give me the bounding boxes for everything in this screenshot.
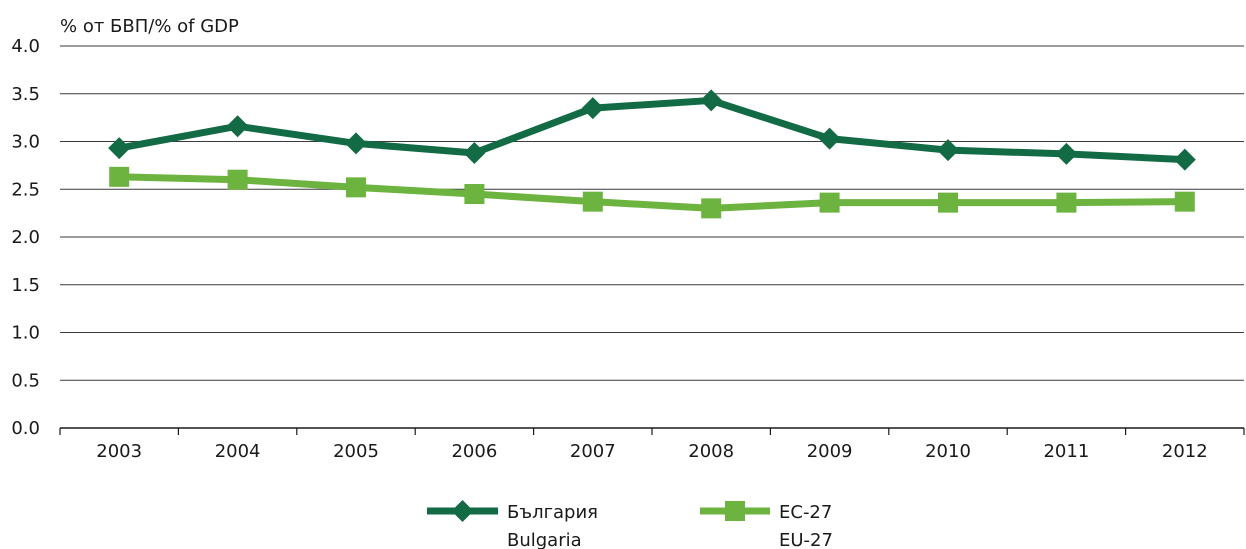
data-point [346,177,366,198]
x-tick-label: 2006 [451,441,497,462]
data-point [109,166,130,187]
y-tick-label: 3.5 [11,84,40,105]
data-point [582,191,603,212]
x-axis [59,427,1245,435]
legend-marker [451,500,474,522]
legend-label: България [507,502,598,523]
x-tick-label: 2012 [1162,441,1208,462]
data-point [700,89,723,112]
legend: България Bulgaria ЕС-27 EU-27 [427,500,833,549]
y-tick-label: 1.0 [11,323,40,344]
x-tick-label: 2007 [570,441,616,462]
gridlines [60,45,1244,381]
y-tick-label: 0.0 [11,418,40,439]
data-point [1056,192,1077,213]
data-point [345,132,367,155]
data-point [938,192,958,213]
data-point [701,198,722,219]
legend-item: България Bulgaria [427,500,598,549]
x-tick-label: 2011 [1043,441,1089,462]
x-tick-label: 2004 [215,441,261,462]
series-eu27 [109,166,1195,219]
y-tick-labels: 0.0 0.5 1.0 1.5 2.0 2.5 3.0 3.5 4.0 [11,36,40,439]
data-point [819,192,840,213]
legend-item: ЕС-27 EU-27 [700,501,833,549]
y-tick-label: 0.5 [11,370,40,391]
series-group [108,89,1196,219]
data-point [108,137,131,160]
legend-label: ЕС-27 [779,502,832,523]
y-tick-label: 3.0 [11,132,40,153]
y-tick-label: 2.0 [11,227,40,248]
x-tick-label: 2003 [96,441,142,462]
x-tick-labels: 2003 2004 2005 2006 2007 2008 2009 2010 2011 2012 [96,441,1207,462]
data-point [1174,191,1195,212]
x-tick-label: 2010 [925,441,971,462]
data-point [227,169,248,190]
data-point [1173,148,1196,171]
x-tick-label: 2008 [688,441,734,462]
series-bulgaria [108,89,1196,171]
data-point [464,184,485,205]
x-tick-label: 2009 [807,441,853,462]
data-point [226,115,249,138]
y-tick-label: 1.5 [11,275,40,296]
y-axis-label: % от БВП/% of GDP [60,16,239,37]
series-line [119,173,1185,212]
y-tick-label: 2.5 [11,179,40,200]
y-tick-label: 4.0 [11,36,40,57]
series-line [118,96,1185,164]
data-point [581,97,604,120]
data-point [1055,142,1078,165]
data-point [937,139,959,162]
legend-label-en: EU-27 [779,530,833,549]
legend-label-en: Bulgaria [507,530,582,549]
legend-marker [725,501,745,521]
data-point [818,127,841,150]
data-point [463,141,486,164]
x-tick-label: 2005 [333,441,379,462]
